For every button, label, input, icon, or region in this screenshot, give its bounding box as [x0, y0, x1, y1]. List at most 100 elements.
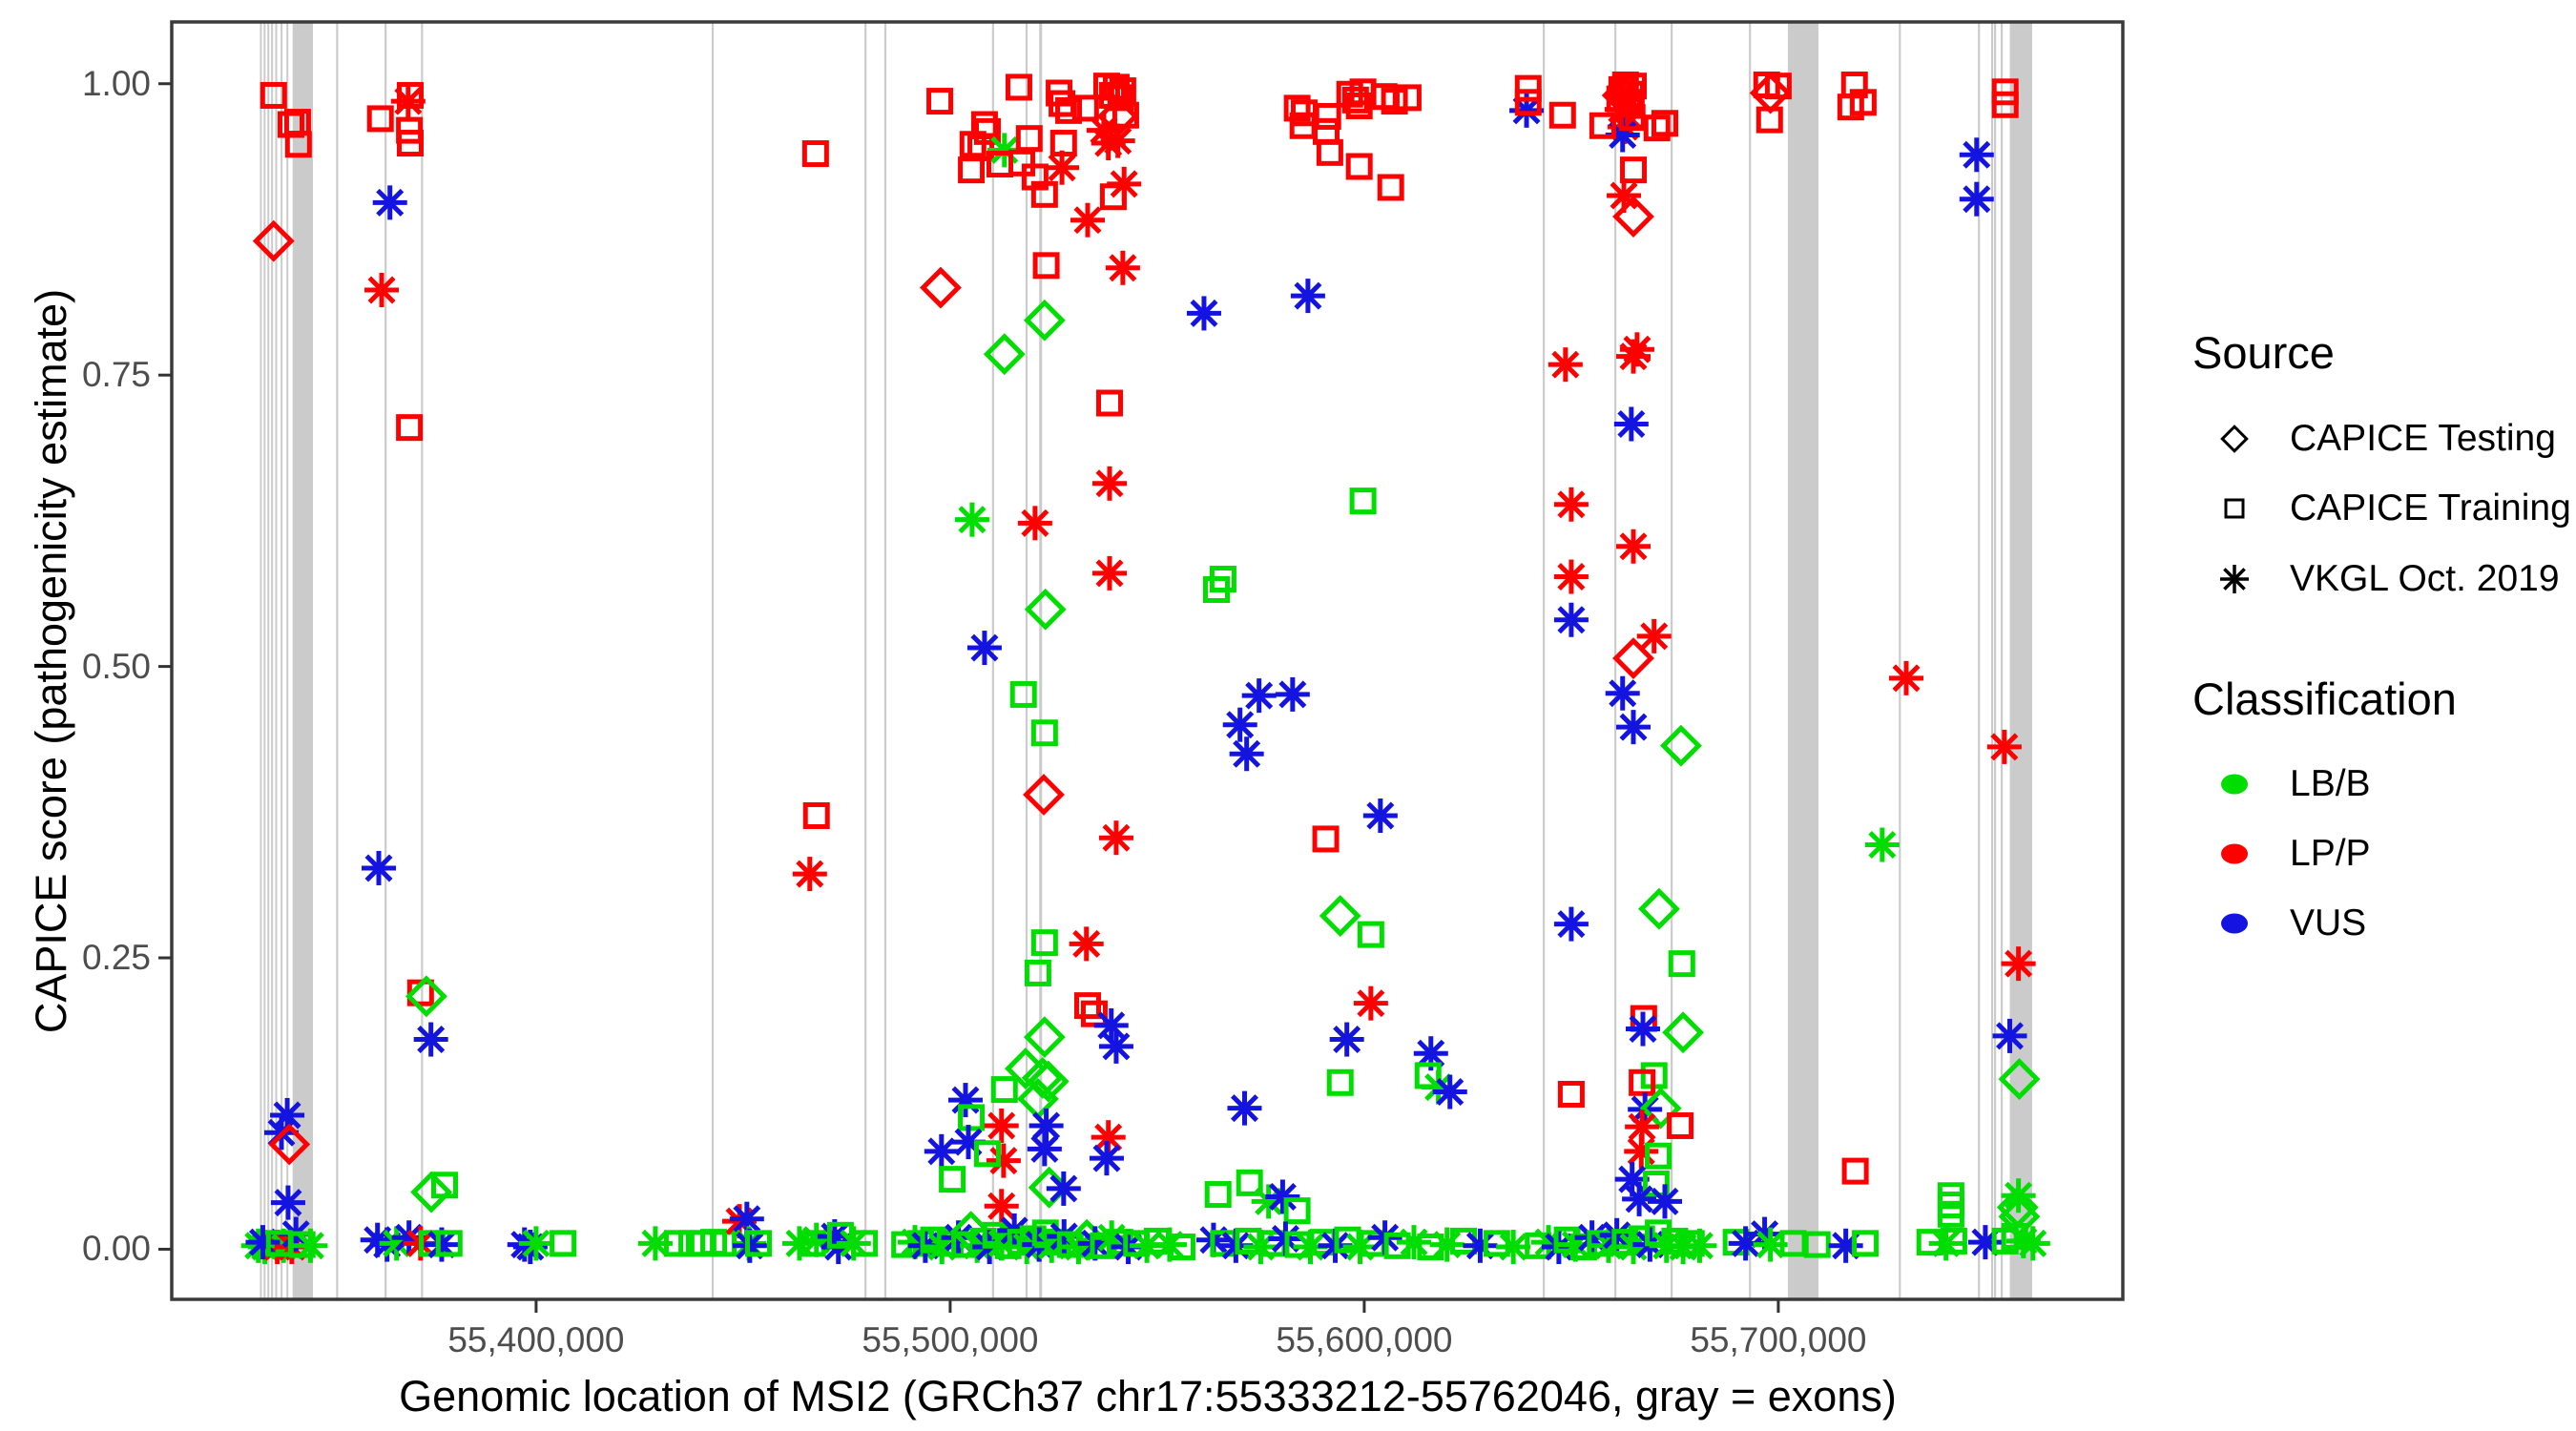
exon-bar	[991, 23, 994, 1298]
data-point	[1612, 637, 1654, 679]
exon-bar	[1671, 23, 1673, 1298]
data-point	[1629, 1068, 1656, 1096]
data-point	[954, 502, 989, 537]
data-point	[1093, 1007, 1129, 1043]
data-point	[792, 857, 827, 892]
data-point	[435, 1230, 463, 1257]
y-axis-title: CAPICE score (pathogenicity estimate)	[27, 288, 75, 1034]
y-tick-label: 0.50	[81, 646, 151, 686]
data-point	[1009, 680, 1037, 708]
data-point	[1316, 138, 1343, 166]
data-point	[1496, 1230, 1531, 1265]
data-point	[1381, 88, 1408, 115]
data-point	[966, 631, 1002, 666]
data-point	[1959, 137, 1994, 173]
data-point	[1017, 1077, 1059, 1120]
data-point	[1045, 150, 1080, 185]
data-point	[1023, 774, 1065, 816]
data-point	[1071, 94, 1099, 122]
y-tick-label: 0.00	[81, 1229, 151, 1269]
data-point	[1326, 1068, 1354, 1096]
data-point	[984, 1189, 1019, 1224]
data-point	[1638, 887, 1680, 930]
data-point	[1069, 926, 1104, 962]
data-point	[1662, 1011, 1705, 1054]
data-point	[1992, 1018, 2027, 1053]
data-point	[1186, 296, 1221, 331]
exon-bar	[271, 23, 274, 1298]
data-point	[1209, 565, 1236, 592]
data-point	[663, 1230, 691, 1257]
data-point	[1099, 183, 1127, 211]
asterisk-icon	[2220, 565, 2249, 593]
legend-item-vkgl: VKGL Oct. 2019	[2290, 558, 2560, 599]
legend-classification-title: Classification	[2192, 674, 2457, 724]
exon-bar	[1994, 23, 1997, 1298]
y-tick-label: 0.75	[81, 355, 151, 395]
data-point	[1092, 466, 1128, 501]
data-point	[1432, 1074, 1467, 1110]
data-point	[744, 1230, 772, 1257]
data-point	[1098, 820, 1133, 856]
data-point	[799, 1230, 826, 1257]
data-point	[1852, 1230, 1880, 1257]
data-point	[405, 975, 447, 1018]
data-point	[986, 1143, 1021, 1178]
data-point	[1682, 1228, 1717, 1263]
data-point	[1548, 347, 1583, 383]
data-point	[1986, 729, 2022, 764]
data-point	[284, 131, 312, 158]
data-point	[1940, 1227, 1967, 1255]
data-point	[1613, 406, 1649, 442]
data-point	[1312, 825, 1340, 853]
data-point	[518, 1226, 553, 1261]
data-point	[1394, 84, 1422, 112]
data-point	[1222, 707, 1257, 742]
data-point	[396, 414, 424, 442]
exon-bar	[883, 23, 887, 1298]
data-point	[1015, 125, 1043, 153]
data-point	[801, 140, 829, 168]
data-point	[413, 1022, 448, 1057]
data-point	[1283, 1197, 1311, 1225]
data-point	[252, 219, 295, 262]
data-point	[1357, 921, 1384, 948]
data-point	[1341, 86, 1369, 114]
data-point	[265, 1230, 293, 1257]
exon-bar	[336, 23, 339, 1298]
data-point	[1345, 153, 1373, 180]
data-point	[1616, 529, 1652, 564]
data-point	[1636, 618, 1672, 653]
data-point	[1105, 250, 1140, 285]
lpp-dot-icon	[2221, 843, 2248, 864]
data-point	[2001, 946, 2036, 982]
legend-item-lpp: LP/P	[2290, 833, 2371, 874]
exon-bar	[1978, 23, 1981, 1298]
exon-bar	[1025, 23, 1028, 1298]
data-point	[1168, 1234, 1195, 1261]
data-point	[1275, 676, 1310, 712]
data-point	[1668, 950, 1695, 978]
data-point	[1204, 1181, 1232, 1209]
data-point	[939, 1166, 966, 1193]
data-point	[1098, 1028, 1133, 1064]
data-point	[1032, 252, 1060, 280]
legend-item-capice-testing: CAPICE Testing	[2290, 418, 2556, 459]
legend-item-capice-training: CAPICE Training	[2290, 487, 2571, 529]
exon-bar	[2000, 23, 2004, 1298]
data-point	[1089, 1141, 1124, 1176]
data-point	[1864, 827, 1900, 862]
data-point	[1645, 1142, 1672, 1170]
data-point	[1996, 1186, 2039, 1229]
data-point	[1100, 123, 1135, 158]
data-point	[293, 1228, 328, 1263]
data-point	[1667, 1111, 1694, 1139]
data-point	[1023, 1016, 1066, 1059]
exon-bar	[421, 23, 424, 1298]
data-point	[947, 1083, 983, 1118]
data-point	[1024, 588, 1067, 631]
data-point	[926, 88, 954, 115]
data-point	[1619, 332, 1654, 367]
data-point	[372, 185, 407, 220]
